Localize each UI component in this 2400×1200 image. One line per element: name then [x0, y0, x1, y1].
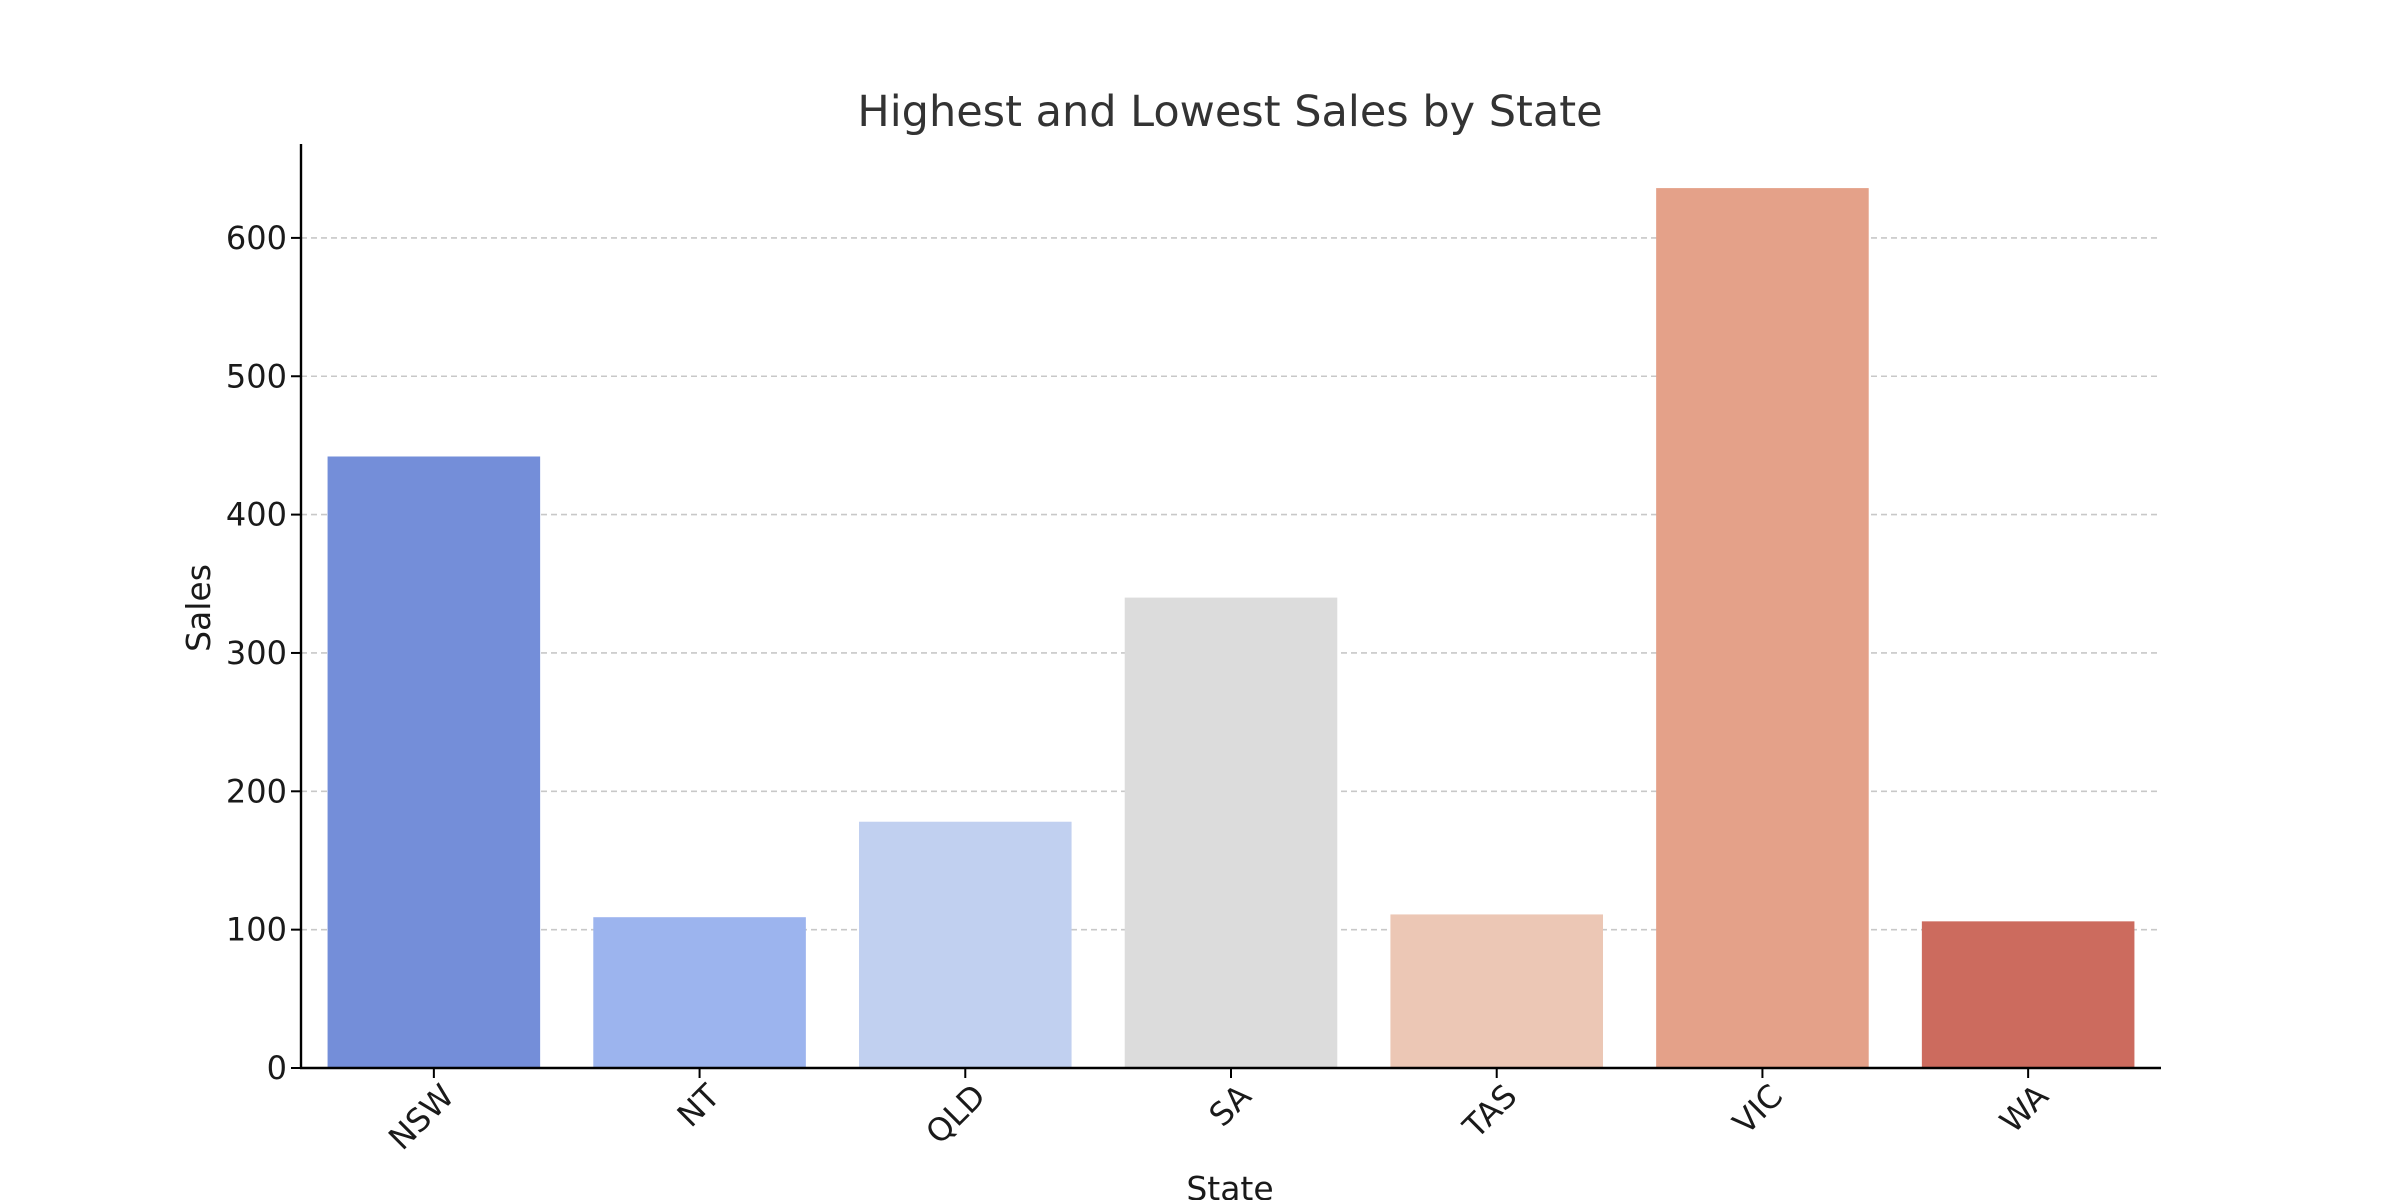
- x-tick-label: TAS: [1455, 1077, 1524, 1146]
- y-axis-label: Sales: [179, 564, 218, 652]
- y-tick-label: 100: [226, 911, 287, 949]
- x-tick-label: WA: [1992, 1077, 2056, 1141]
- x-tick-label: NT: [670, 1076, 728, 1134]
- bar-qld: [859, 821, 1072, 1068]
- bars: [327, 188, 2135, 1068]
- y-tick-label: 300: [226, 634, 287, 672]
- y-tick-label: 0: [267, 1049, 287, 1087]
- x-tick-label: VIC: [1725, 1077, 1790, 1142]
- y-tick-label: 200: [226, 772, 287, 810]
- y-tick-label: 600: [226, 219, 287, 257]
- y-tick-label: 500: [226, 357, 287, 395]
- bar-sa: [1124, 597, 1338, 1068]
- y-tick-label: 400: [226, 496, 287, 534]
- bar-nsw: [327, 456, 541, 1068]
- chart-title: Highest and Lowest Sales by State: [857, 87, 1602, 137]
- x-axis-label: State: [1186, 1169, 1273, 1200]
- bar-nt: [593, 917, 806, 1068]
- y-ticks: 0 100 200 300 400 500 600: [226, 219, 301, 1087]
- x-tick-label: SA: [1202, 1077, 1259, 1134]
- bar-wa: [1921, 921, 2135, 1068]
- bar-tas: [1390, 914, 1603, 1068]
- x-tick-label: QLD: [918, 1077, 993, 1152]
- bar-vic: [1656, 188, 1869, 1068]
- x-tick-label: NSW: [381, 1077, 462, 1158]
- x-ticks: NSW NT QLD SA TAS VIC WA: [381, 1068, 2056, 1157]
